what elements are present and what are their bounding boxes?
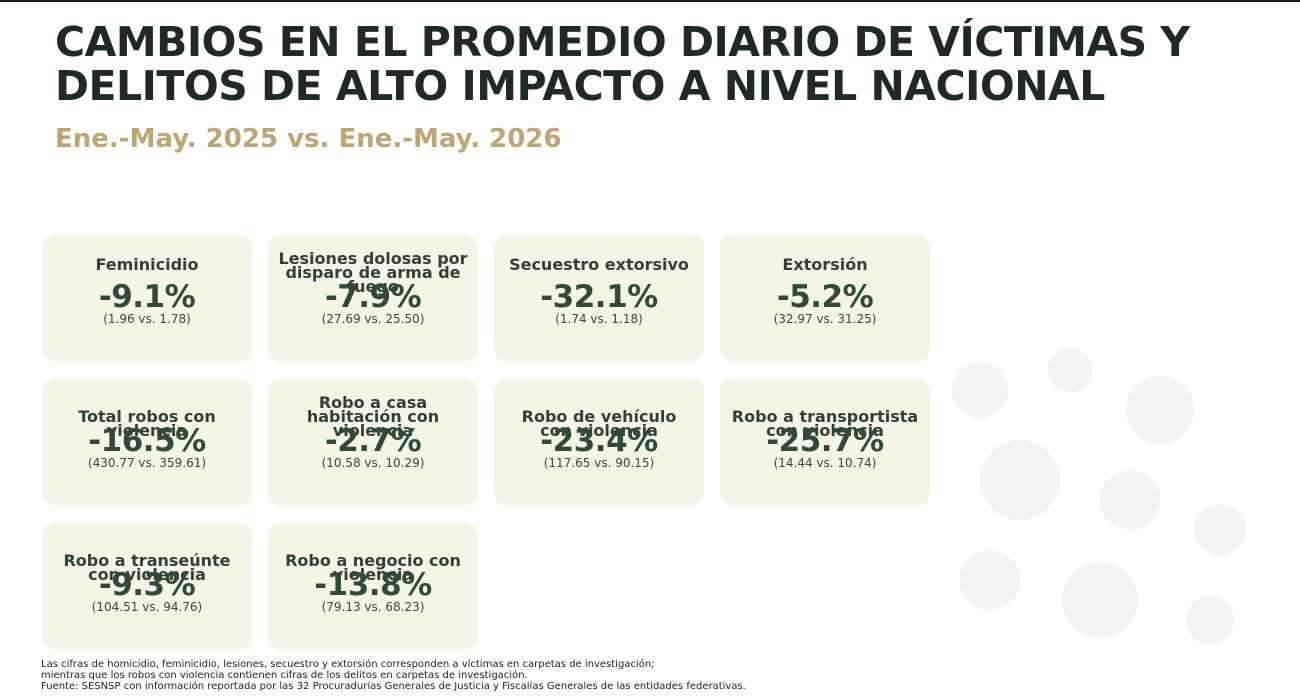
title-line-1: CAMBIOS EN EL PROMEDIO DIARIO DE VÍCTIMA… <box>55 18 1190 66</box>
card-comparison: (430.77 vs. 359.61) <box>87 456 207 470</box>
card-label: Secuestro extorsivo <box>509 255 689 274</box>
card-label: Robo de vehículo con violencia <box>521 407 677 440</box>
card-percent-change: -32.1% <box>540 279 658 315</box>
card-secuestro-extorsivo: Secuestro extorsivo -32.1% (1.74 vs. 1.1… <box>494 234 704 362</box>
card-lesiones-dolosas: Lesiones dolosas por disparo de arma de … <box>268 234 478 362</box>
card-comparison: (117.65 vs. 90.15) <box>543 456 655 470</box>
card-robo-transeunte: Robo a transeúnte con violencia -9.3% (1… <box>42 522 252 650</box>
card-comparison: (27.69 vs. 25.50) <box>321 312 425 326</box>
card-label: Robo a casa habitación con violencia <box>306 393 440 440</box>
footnote-line-2: mientras que los robos con violencia con… <box>41 670 528 681</box>
period-subtitle: Ene.-May. 2025 vs. Ene.-May. 2026 <box>55 124 562 154</box>
card-label: Extorsión <box>782 255 868 274</box>
footnote-source: Fuente: SESNSP con información reportada… <box>41 681 746 692</box>
card-percent-change: -23.4% <box>540 423 658 459</box>
footnote: Las cifras de homicidio, feminicidio, le… <box>41 659 1281 692</box>
page-title: CAMBIOS EN EL PROMEDIO DIARIO DE VÍCTIMA… <box>55 20 1255 108</box>
card-extorsion: Extorsión -5.2% (32.97 vs. 31.25) <box>720 234 930 362</box>
crime-cards-grid: Feminicidio -9.1% (1.96 vs. 1.78) Lesion… <box>42 234 930 650</box>
card-feminicidio: Feminicidio -9.1% (1.96 vs. 1.78) <box>42 234 252 362</box>
card-label: Lesiones dolosas por disparo de arma de … <box>278 249 468 296</box>
top-border <box>0 0 1300 2</box>
card-comparison: (79.13 vs. 68.23) <box>321 600 425 614</box>
title-line-2: DELITOS DE ALTO IMPACTO A NIVEL NACIONAL <box>55 62 1105 110</box>
card-comparison: (14.44 vs. 10.74) <box>773 456 877 470</box>
card-comparison: (1.74 vs. 1.18) <box>555 312 643 326</box>
card-percent-change: -5.2% <box>776 279 874 315</box>
card-label: Feminicidio <box>95 255 199 274</box>
card-comparison: (10.58 vs. 10.29) <box>321 456 425 470</box>
card-percent-change: -2.7% <box>324 423 422 459</box>
card-comparison: (104.51 vs. 94.76) <box>91 600 203 614</box>
card-percent-change: -7.9% <box>324 279 422 315</box>
card-label: Total robos con violencia <box>78 407 216 440</box>
card-percent-change: -25.7% <box>766 423 884 459</box>
background-watermark <box>952 348 1246 644</box>
card-label: Robo a transeúnte con violencia <box>63 551 231 584</box>
footnote-line-1: Las cifras de homicidio, feminicidio, le… <box>41 659 655 670</box>
card-percent-change: -9.1% <box>98 279 196 315</box>
card-percent-change: -13.8% <box>314 567 432 603</box>
card-total-robos: Total robos con violencia -16.5% (430.77… <box>42 378 252 506</box>
card-comparison: (1.96 vs. 1.78) <box>103 312 191 326</box>
card-robo-transportista: Robo a transportista con violencia -25.7… <box>720 378 930 506</box>
card-robo-vehiculo: Robo de vehículo con violencia -23.4% (1… <box>494 378 704 506</box>
card-robo-casa-habitacion: Robo a casa habitación con violencia -2.… <box>268 378 478 506</box>
card-label: Robo a negocio con violencia <box>285 551 461 584</box>
card-percent-change: -9.3% <box>98 567 196 603</box>
card-robo-negocio: Robo a negocio con violencia -13.8% (79.… <box>268 522 478 650</box>
card-label: Robo a transportista con violencia <box>731 407 919 440</box>
card-percent-change: -16.5% <box>88 423 206 459</box>
card-comparison: (32.97 vs. 31.25) <box>773 312 877 326</box>
